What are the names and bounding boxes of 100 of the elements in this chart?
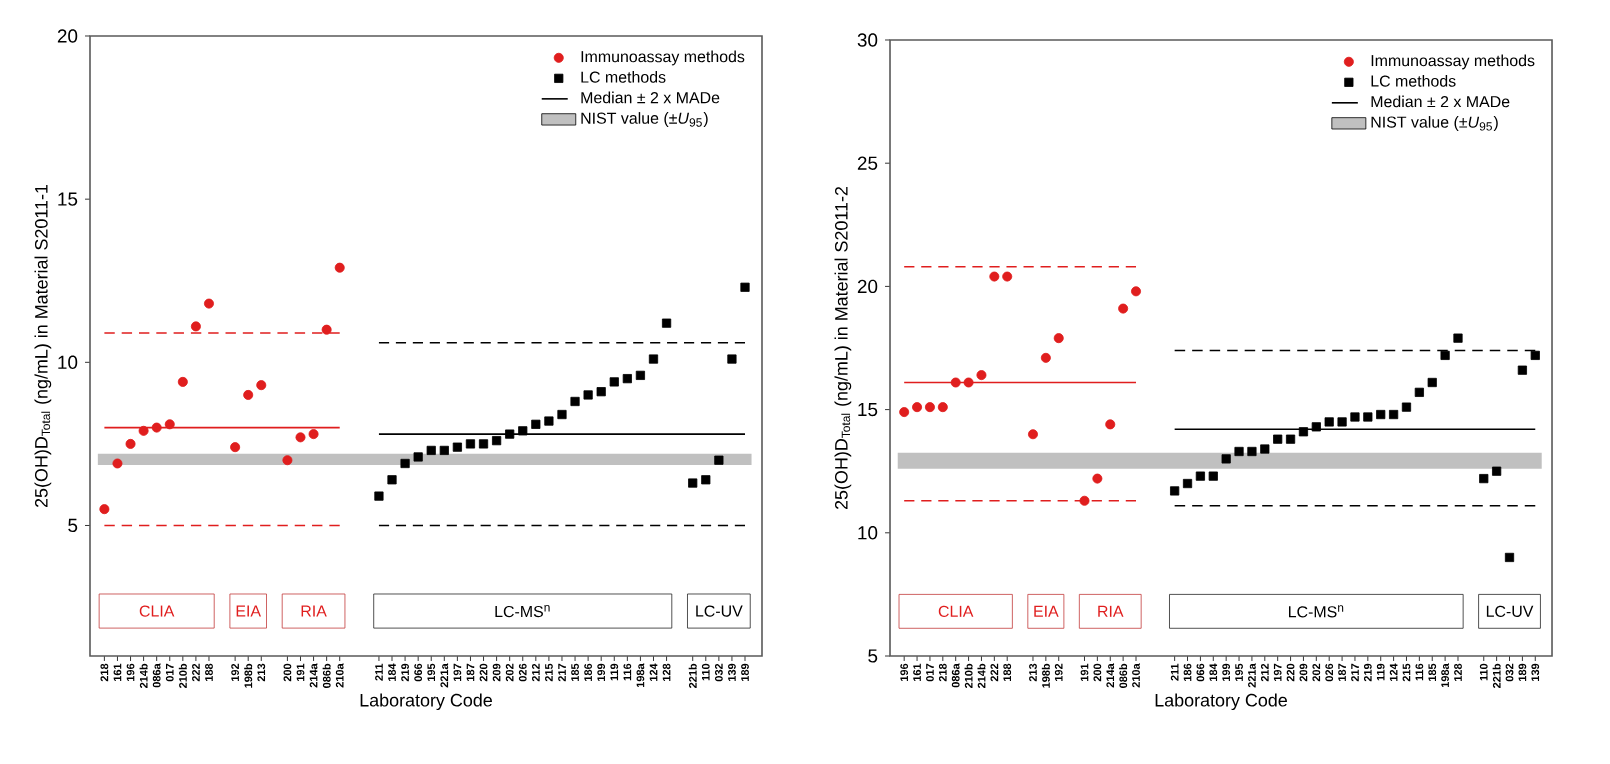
point [138, 425, 149, 436]
point [492, 436, 502, 446]
point [1324, 417, 1334, 427]
y-tick-label: 25 [857, 156, 878, 170]
point [1285, 434, 1296, 444]
point [1311, 422, 1321, 432]
point [1027, 429, 1038, 440]
point [622, 374, 632, 384]
point [635, 370, 645, 380]
point [1479, 474, 1489, 484]
point [912, 402, 923, 413]
point [452, 442, 462, 452]
point [596, 387, 606, 397]
point [1401, 402, 1412, 412]
point [295, 432, 306, 443]
point [203, 298, 214, 309]
x-axis-title: Laboratory Code [1155, 693, 1287, 711]
point [518, 426, 528, 436]
point [505, 429, 515, 439]
point [243, 389, 254, 400]
point [1002, 271, 1013, 282]
point [400, 458, 410, 469]
y-tick-label: 20 [857, 279, 878, 294]
point [976, 370, 987, 381]
point [1221, 454, 1231, 464]
point [1298, 427, 1309, 437]
point [308, 429, 319, 440]
point [1092, 473, 1103, 484]
point [177, 376, 188, 387]
point [544, 416, 554, 426]
y-tick-label: 20 [57, 29, 78, 43]
x-axis-title: Laboratory Code [360, 693, 492, 711]
point [1492, 466, 1502, 476]
point [1105, 419, 1116, 430]
point [1247, 446, 1257, 457]
point [714, 455, 724, 465]
point [950, 377, 961, 388]
point [1453, 333, 1463, 343]
point [439, 445, 449, 455]
point [413, 452, 423, 462]
point [989, 271, 1000, 282]
point [1389, 409, 1399, 420]
point [1195, 471, 1205, 481]
point [256, 380, 267, 391]
point [164, 419, 175, 430]
y-tick-label: 15 [58, 192, 78, 206]
point [1440, 350, 1450, 360]
point [282, 455, 293, 466]
point [661, 318, 672, 328]
y-axis-title: 25(OH)D$_{Total}$ (ng/mL) in Material S2011-1 [34, 184, 52, 508]
y-tick-label: 10 [858, 526, 878, 540]
point [963, 377, 974, 388]
y-axis-title: 25(OH)D$_{Total}$ (ng/mL) in Material S2011-2 [834, 186, 852, 510]
point [1504, 552, 1515, 563]
point [1040, 352, 1051, 363]
point [1208, 471, 1218, 481]
point [334, 262, 345, 273]
point [924, 402, 935, 413]
point [727, 354, 737, 364]
point [125, 438, 136, 449]
y-tick-label: 5 [868, 649, 878, 663]
point [937, 402, 948, 413]
point [1118, 303, 1129, 314]
point [609, 377, 619, 387]
point [1260, 444, 1270, 454]
point [583, 390, 593, 400]
y-tick-label: 15 [858, 402, 878, 417]
point [1182, 478, 1193, 489]
point [1427, 377, 1437, 388]
point [1273, 434, 1283, 444]
point [1234, 446, 1244, 457]
point [740, 282, 750, 292]
point [1363, 412, 1373, 422]
y-tick-label: 5 [68, 518, 78, 533]
point [190, 321, 201, 332]
y-tick-label: 30 [857, 33, 878, 47]
point [1376, 409, 1386, 420]
y-tick-label: 10 [58, 355, 78, 370]
point [1414, 387, 1424, 397]
point [112, 458, 123, 469]
point [648, 354, 659, 364]
point [99, 504, 110, 515]
point [426, 445, 436, 455]
point [321, 324, 332, 335]
point [478, 439, 489, 449]
point [387, 475, 397, 485]
point [374, 491, 384, 501]
point [557, 409, 567, 420]
point [688, 478, 698, 488]
point [531, 419, 541, 429]
point [230, 442, 241, 453]
point [1079, 495, 1090, 506]
point [1170, 486, 1180, 496]
point [1530, 350, 1540, 360]
point [1131, 286, 1141, 297]
point [1517, 365, 1527, 375]
point [151, 422, 162, 433]
point [1053, 333, 1064, 344]
point [1337, 417, 1347, 427]
point [899, 407, 910, 418]
